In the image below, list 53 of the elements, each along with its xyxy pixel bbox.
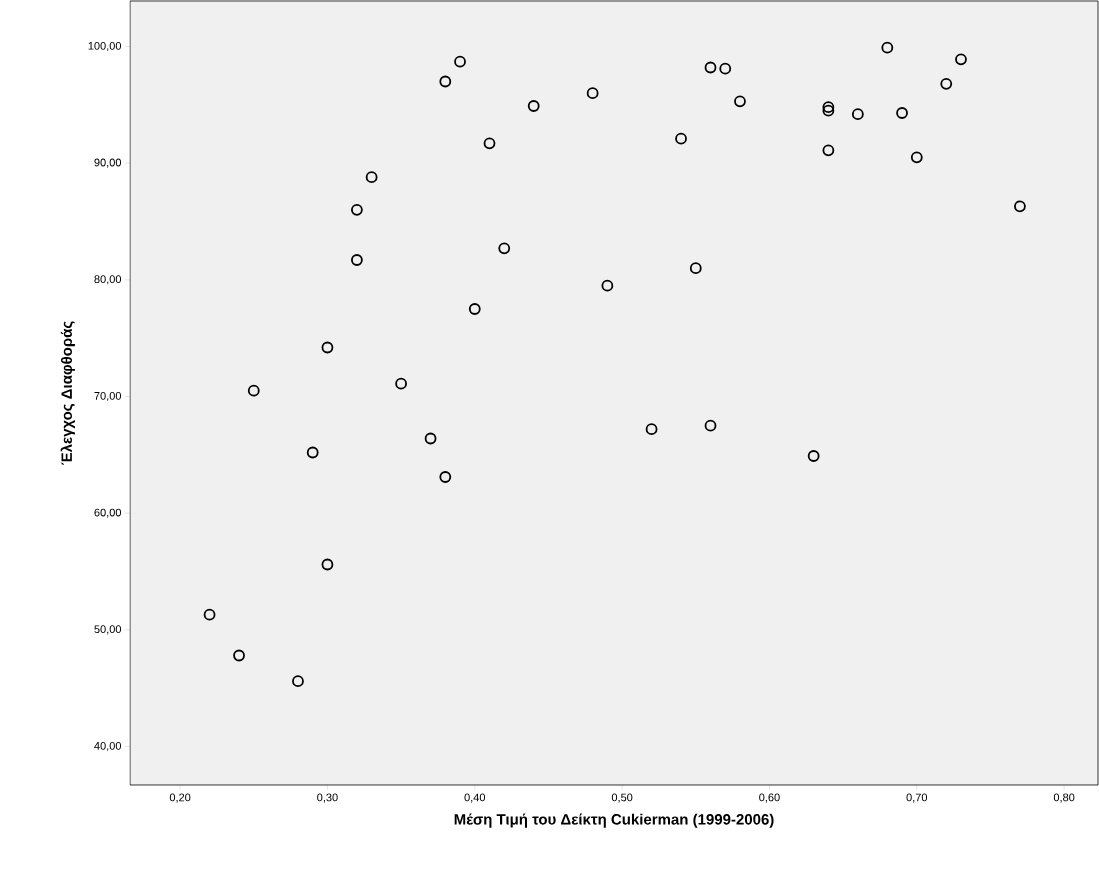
point	[955, 53, 967, 66]
point	[586, 87, 599, 100]
point	[365, 171, 378, 184]
point	[203, 608, 216, 621]
point	[468, 303, 481, 315]
point	[1014, 200, 1026, 213]
point	[292, 675, 304, 688]
point	[822, 144, 835, 157]
y-tick-label: 50,00	[94, 625, 122, 635]
point	[940, 77, 953, 90]
point	[704, 419, 717, 432]
x-tick-label: 0,50	[611, 793, 633, 803]
point	[498, 242, 511, 255]
point	[439, 75, 452, 88]
point	[454, 55, 466, 68]
x-tick-label: 0,40	[464, 793, 486, 803]
y-tick-label: 40,00	[94, 741, 122, 752]
point	[439, 471, 452, 483]
y-tick-label: 90,00	[94, 158, 122, 168]
point	[233, 649, 245, 662]
point	[483, 137, 496, 150]
point	[851, 108, 864, 121]
point	[527, 100, 540, 112]
point	[910, 151, 923, 164]
point	[675, 132, 687, 145]
x-tick-label: 0,20	[169, 793, 191, 803]
point	[689, 262, 702, 275]
point	[704, 61, 717, 74]
y-tick-label: 80,00	[94, 275, 122, 285]
point	[247, 384, 260, 397]
point	[601, 279, 614, 292]
x-tick-label: 0,70	[906, 793, 928, 803]
point	[321, 341, 334, 354]
point	[645, 423, 658, 436]
point	[896, 107, 908, 119]
point	[719, 62, 732, 75]
x-tick-label: 0,80	[1053, 793, 1075, 803]
y-axis-title: Έλεγχος Διαφθοράς	[60, 321, 75, 465]
x-axis-title: Μέση Τιμή του Δείκτη Cukierman (1999-2006)	[454, 813, 774, 828]
point	[306, 446, 319, 459]
point	[321, 558, 334, 571]
y-tick-label: 100,00	[88, 41, 122, 52]
x-tick-label: 0,30	[317, 793, 338, 803]
y-tick-label: 70,00	[94, 391, 122, 402]
y-tick-label: 60,00	[94, 508, 122, 518]
point	[881, 41, 894, 54]
point	[395, 377, 408, 390]
point	[734, 95, 746, 108]
x-tick-label: 0,60	[759, 793, 780, 803]
point	[351, 254, 363, 266]
point	[351, 203, 363, 216]
point	[424, 432, 437, 445]
point	[807, 450, 820, 462]
